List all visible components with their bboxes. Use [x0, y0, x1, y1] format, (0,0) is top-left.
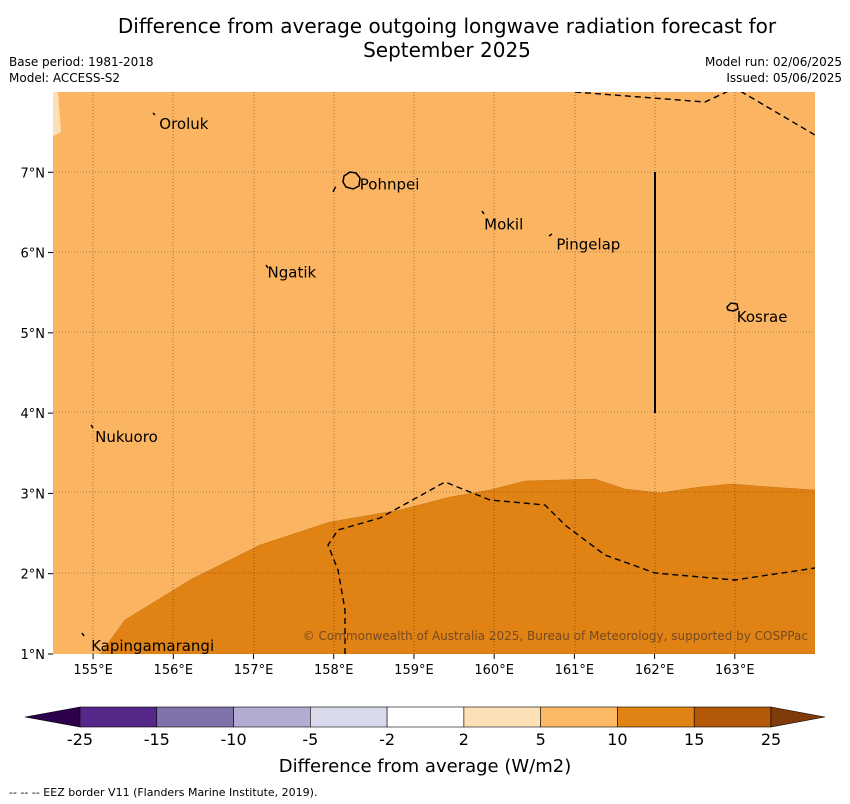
colorbar-segment	[463, 706, 541, 728]
lon-tick-label: 159°E	[394, 663, 434, 678]
lat-tick-label: 7°N	[21, 166, 46, 181]
lon-tick-label: 157°E	[234, 663, 274, 678]
place-label: Mokil	[484, 215, 523, 233]
colorbar-segment	[79, 706, 158, 728]
lat-tick-label: 5°N	[21, 327, 46, 342]
place-label: Kapingamarangi	[91, 637, 214, 655]
map-area: Oroluk Pohnpei Mokil Pingelap Ngatik Kosrae Nu…	[53, 92, 815, 655]
longitude-ticks: 155°E 156°E 157°E 158°E 159°E 160°E 161°E 162°E…	[73, 654, 755, 678]
colorbar-segment	[233, 706, 311, 728]
place-labels: Oroluk Pohnpei Mokil Pingelap Ngatik Kosrae Nu…	[91, 115, 788, 655]
meta-right: Model run: 02/06/2025 Issued: 05/06/2025	[705, 54, 842, 86]
lon-tick-label: 162°E	[635, 663, 675, 678]
base-period: Base period: 1981-2018	[9, 55, 154, 69]
map-title: Difference from average outgoing longwav…	[0, 14, 850, 62]
colorbar-extend-low	[24, 706, 81, 728]
band-2-5	[53, 92, 61, 136]
band-10-15	[99, 478, 815, 654]
place-label: Pohnpei	[360, 175, 420, 193]
pohnpei-island	[342, 171, 361, 190]
colorbar-segment	[540, 706, 618, 728]
lat-tick-label: 1°N	[21, 648, 46, 663]
eez-legend-note: -- -- -- EEZ border V11 (Flanders Marine…	[9, 786, 318, 799]
place-label: Oroluk	[159, 115, 208, 133]
colorbar-tick-label: -5	[302, 730, 318, 749]
colorbar-label: Difference from average (W/m2)	[279, 756, 571, 777]
colorbar: -25 -15 -10 -5 -2 2 5 10 15 25	[24, 706, 826, 749]
model-name: Model: ACCESS-S2	[9, 71, 121, 85]
eez-border-stub	[332, 185, 337, 193]
eez-border-south	[327, 481, 815, 654]
lat-tick-label: 3°N	[21, 487, 46, 502]
lat-tick-label: 4°N	[21, 407, 46, 422]
lon-tick-label: 156°E	[154, 663, 194, 678]
colorbar-extend-high	[770, 706, 826, 728]
copyright-notice: © Commonwealth of Australia 2025, Bureau…	[303, 629, 808, 643]
small-islet	[81, 112, 553, 637]
meta-left: Base period: 1981-2018 Model: ACCESS-S2	[9, 54, 154, 86]
lat-tick-label: 2°N	[21, 568, 46, 583]
lat-tick-label: 6°N	[21, 247, 46, 262]
colorbar-segment	[156, 706, 234, 728]
lon-tick-label: 163°E	[715, 663, 755, 678]
place-label: Pingelap	[556, 236, 620, 254]
lon-tick-label: 160°E	[474, 663, 514, 678]
place-label: Ngatik	[268, 264, 317, 282]
colorbar-segment	[693, 706, 772, 728]
place-label: Kosrae	[737, 308, 788, 326]
lon-tick-label: 161°E	[555, 663, 595, 678]
colorbar-tick-label: -10	[220, 730, 246, 749]
island-outlines	[81, 112, 739, 637]
colorbar-tick-label: -25	[67, 730, 93, 749]
model-run: Model run: 02/06/2025	[704, 55, 842, 69]
kosrae-island	[726, 302, 739, 312]
title-line-1: Difference from average outgoing longwav…	[117, 14, 777, 38]
eez-border-north	[574, 92, 815, 136]
colorbar-tick-label: 2	[459, 730, 469, 749]
colorbar-tick-label: 10	[607, 730, 627, 749]
lon-tick-label: 155°E	[73, 663, 113, 678]
issued-date: Issued: 05/06/2025	[726, 71, 842, 85]
colorbar-tick-label: -15	[144, 730, 170, 749]
colorbar-tick-label: 25	[761, 730, 781, 749]
title-line-2: September 2025	[363, 38, 531, 62]
latitude-ticks: 1°N 2°N 3°N 4°N 5°N 6°N 7°N	[21, 166, 53, 663]
lon-tick-label: 158°E	[314, 663, 354, 678]
place-label: Nukuoro	[95, 428, 158, 446]
colorbar-segment	[310, 706, 388, 728]
colorbar-segment	[386, 706, 465, 728]
colorbar-tick-label: 5	[536, 730, 546, 749]
colorbar-tick-label: -2	[379, 730, 395, 749]
eez-borders	[327, 92, 815, 654]
colorbar-segment	[617, 706, 695, 728]
colorbar-tick-label: 15	[684, 730, 704, 749]
